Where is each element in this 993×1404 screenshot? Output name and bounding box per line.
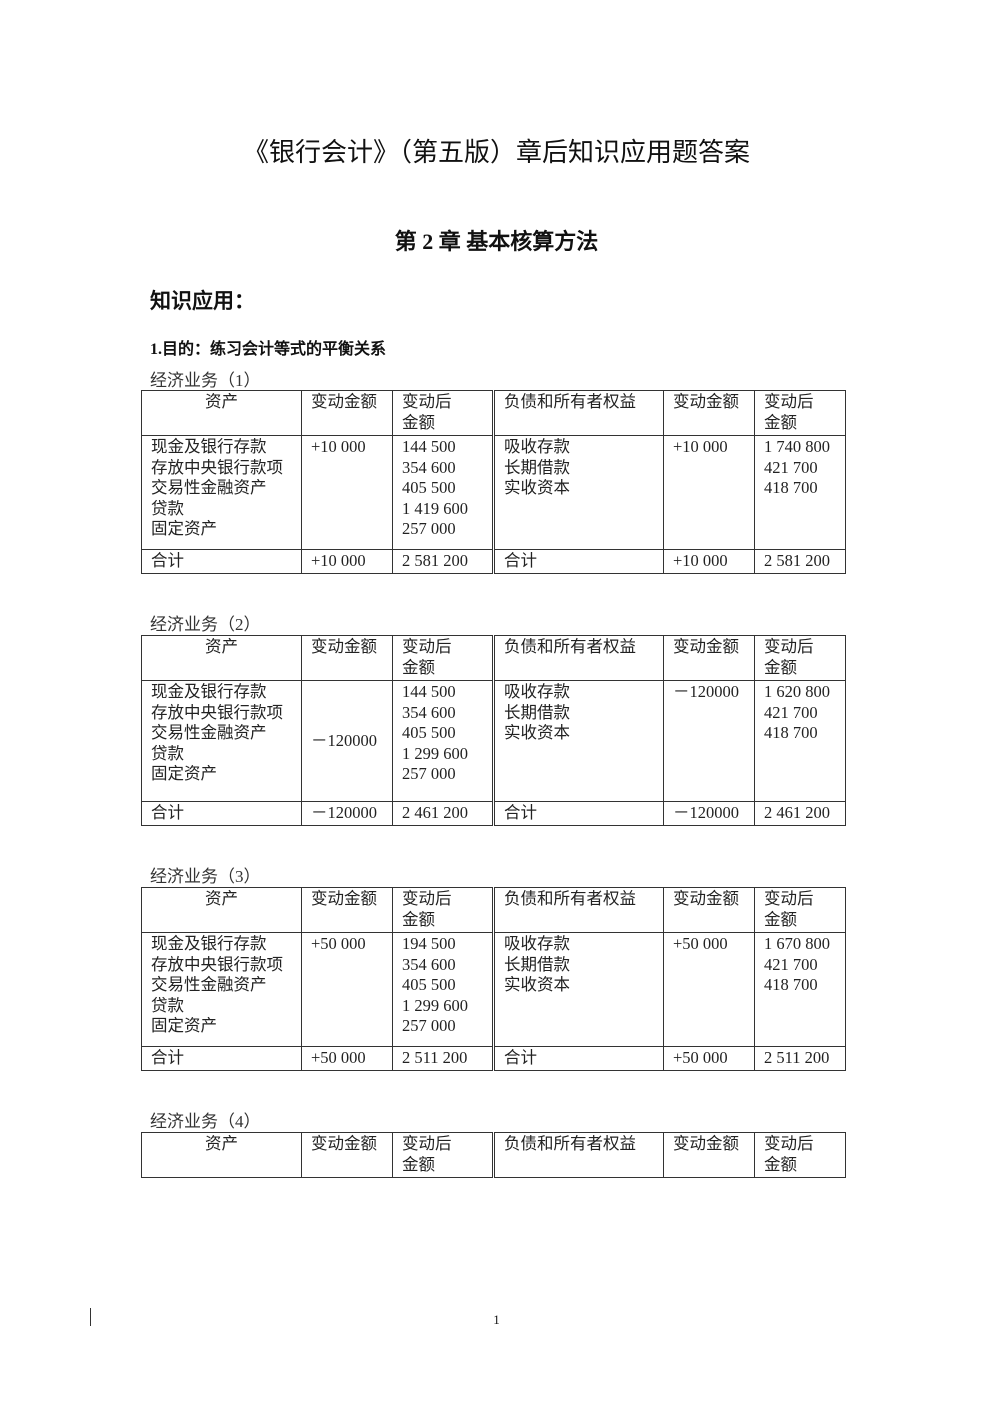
margin-bar xyxy=(90,1308,91,1326)
total-assets: 2 461 200 xyxy=(392,801,495,826)
header-asset-change: 变动金额 xyxy=(301,887,393,933)
header-liabilities: 负债和所有者权益 xyxy=(493,390,664,436)
total-asset-change: +50 000 xyxy=(301,1046,393,1071)
balance-table: 资产 变动金额 变动后 金额 负债和所有者权益 变动金额 变动后 金额 现金及银行存款 存放中央银… xyxy=(141,635,846,826)
header-liabilities: 负债和所有者权益 xyxy=(493,1132,664,1178)
total-liab-change: +10 000 xyxy=(663,549,755,574)
total-label: 合计 xyxy=(141,549,302,574)
header-assets: 资产 xyxy=(141,1132,302,1178)
total-label: 合计 xyxy=(493,1046,664,1071)
balance-table: 资产 变动金额 变动后 金额 负债和所有者权益 变动金额 变动后 金额 现金及银行存款 存放中央银… xyxy=(141,390,846,574)
header-assets: 资产 xyxy=(141,390,302,436)
table-header-row: 资产 变动金额 变动后 金额 负债和所有者权益 变动金额 变动后 金额 xyxy=(141,635,846,681)
transaction-caption: 经济业务（1） xyxy=(150,371,261,390)
header-asset-after: 变动后 金额 xyxy=(392,635,495,681)
total-row: 合计 +10 000 2 581 200 合计 +10 000 2 581 200 xyxy=(141,549,846,574)
liability-change: +10 000 xyxy=(663,435,755,550)
header-liabilities: 负债和所有者权益 xyxy=(493,887,664,933)
liability-values: 1 620 800 421 700 418 700 xyxy=(754,680,846,802)
document-title: 《银行会计》（第五版）章后知识应用题答案 xyxy=(242,138,750,167)
transaction-caption: 经济业务（4） xyxy=(150,1112,261,1131)
liability-values: 1 740 800 421 700 418 700 xyxy=(754,435,846,550)
header-liab-after: 变动后 金额 xyxy=(754,390,846,436)
table-row: 现金及银行存款 存放中央银行款项 交易性金融资产 贷款 固定资产 －120000 144 5… xyxy=(141,680,846,802)
header-asset-change: 变动金额 xyxy=(301,1132,393,1178)
asset-values: 194 500 354 600 405 500 1 299 600 257 000 xyxy=(392,932,495,1047)
header-liabilities: 负债和所有者权益 xyxy=(493,635,664,681)
asset-names: 现金及银行存款 存放中央银行款项 交易性金融资产 贷款 固定资产 xyxy=(141,435,302,550)
table-row: 现金及银行存款 存放中央银行款项 交易性金融资产 贷款 固定资产 +50 000 194 5… xyxy=(141,932,846,1047)
header-asset-change: 变动金额 xyxy=(301,390,393,436)
header-liab-change: 变动金额 xyxy=(663,1132,755,1178)
header-asset-change: 变动金额 xyxy=(301,635,393,681)
asset-change: +50 000 xyxy=(301,932,393,1047)
table-header-row: 资产 变动金额 变动后 金额 负债和所有者权益 变动金额 变动后 金额 xyxy=(141,390,846,436)
header-asset-after: 变动后 金额 xyxy=(392,1132,495,1178)
asset-names: 现金及银行存款 存放中央银行款项 交易性金融资产 贷款 固定资产 xyxy=(141,932,302,1047)
asset-change: －120000 xyxy=(301,680,393,802)
header-assets: 资产 xyxy=(141,887,302,933)
exercise-purpose: 1.目的：练习会计等式的平衡关系 xyxy=(150,341,387,358)
liability-values: 1 670 800 421 700 418 700 xyxy=(754,932,846,1047)
header-asset-after: 变动后 金额 xyxy=(392,390,495,436)
total-asset-change: +10 000 xyxy=(301,549,393,574)
header-liab-after: 变动后 金额 xyxy=(754,1132,846,1178)
total-assets: 2 581 200 xyxy=(392,549,495,574)
asset-names: 现金及银行存款 存放中央银行款项 交易性金融资产 贷款 固定资产 xyxy=(141,680,302,802)
liability-change: +50 000 xyxy=(663,932,755,1047)
total-row: 合计 +50 000 2 511 200 合计 +50 000 2 511 200 xyxy=(141,1046,846,1071)
total-label: 合计 xyxy=(141,1046,302,1071)
table-header-row: 资产 变动金额 变动后 金额 负债和所有者权益 变动金额 变动后 金额 xyxy=(141,1132,846,1178)
transaction-caption: 经济业务（2） xyxy=(150,615,261,634)
total-assets: 2 511 200 xyxy=(392,1046,495,1071)
total-label: 合计 xyxy=(141,801,302,826)
balance-table: 资产 变动金额 变动后 金额 负债和所有者权益 变动金额 变动后 金额 xyxy=(141,1132,846,1178)
total-row: 合计 －120000 2 461 200 合计 －120000 2 461 200 xyxy=(141,801,846,826)
liability-names: 吸收存款 长期借款 实收资本 xyxy=(493,435,664,550)
header-liab-change: 变动金额 xyxy=(663,635,755,681)
header-asset-after: 变动后 金额 xyxy=(392,887,495,933)
liability-names: 吸收存款 长期借款 实收资本 xyxy=(493,932,664,1047)
asset-values: 144 500 354 600 405 500 1 419 600 257 000 xyxy=(392,435,495,550)
header-liab-change: 变动金额 xyxy=(663,887,755,933)
header-liab-after: 变动后 金额 xyxy=(754,635,846,681)
table-row: 现金及银行存款 存放中央银行款项 交易性金融资产 贷款 固定资产 +10 000 144 5… xyxy=(141,435,846,550)
page-number: 1 xyxy=(493,1312,500,1327)
liability-names: 吸收存款 长期借款 实收资本 xyxy=(493,680,664,802)
section-heading: 知识应用： xyxy=(150,289,255,313)
total-label: 合计 xyxy=(493,801,664,826)
asset-change: +10 000 xyxy=(301,435,393,550)
balance-table: 资产 变动金额 变动后 金额 负债和所有者权益 变动金额 变动后 金额 现金及银行存款 存放中央银… xyxy=(141,887,846,1071)
total-liab-change: －120000 xyxy=(663,801,755,826)
total-label: 合计 xyxy=(493,549,664,574)
chapter-heading: 第 2 章 基本核算方法 xyxy=(394,229,599,254)
header-liab-change: 变动金额 xyxy=(663,390,755,436)
header-assets: 资产 xyxy=(141,635,302,681)
total-asset-change: －120000 xyxy=(301,801,393,826)
header-liab-after: 变动后 金额 xyxy=(754,887,846,933)
asset-values: 144 500 354 600 405 500 1 299 600 257 000 xyxy=(392,680,495,802)
total-liabilities: 2 511 200 xyxy=(754,1046,846,1071)
table-header-row: 资产 变动金额 变动后 金额 负债和所有者权益 变动金额 变动后 金额 xyxy=(141,887,846,933)
total-liabilities: 2 461 200 xyxy=(754,801,846,826)
liability-change: －120000 xyxy=(663,680,755,802)
total-liab-change: +50 000 xyxy=(663,1046,755,1071)
total-liabilities: 2 581 200 xyxy=(754,549,846,574)
transaction-caption: 经济业务（3） xyxy=(150,867,261,886)
